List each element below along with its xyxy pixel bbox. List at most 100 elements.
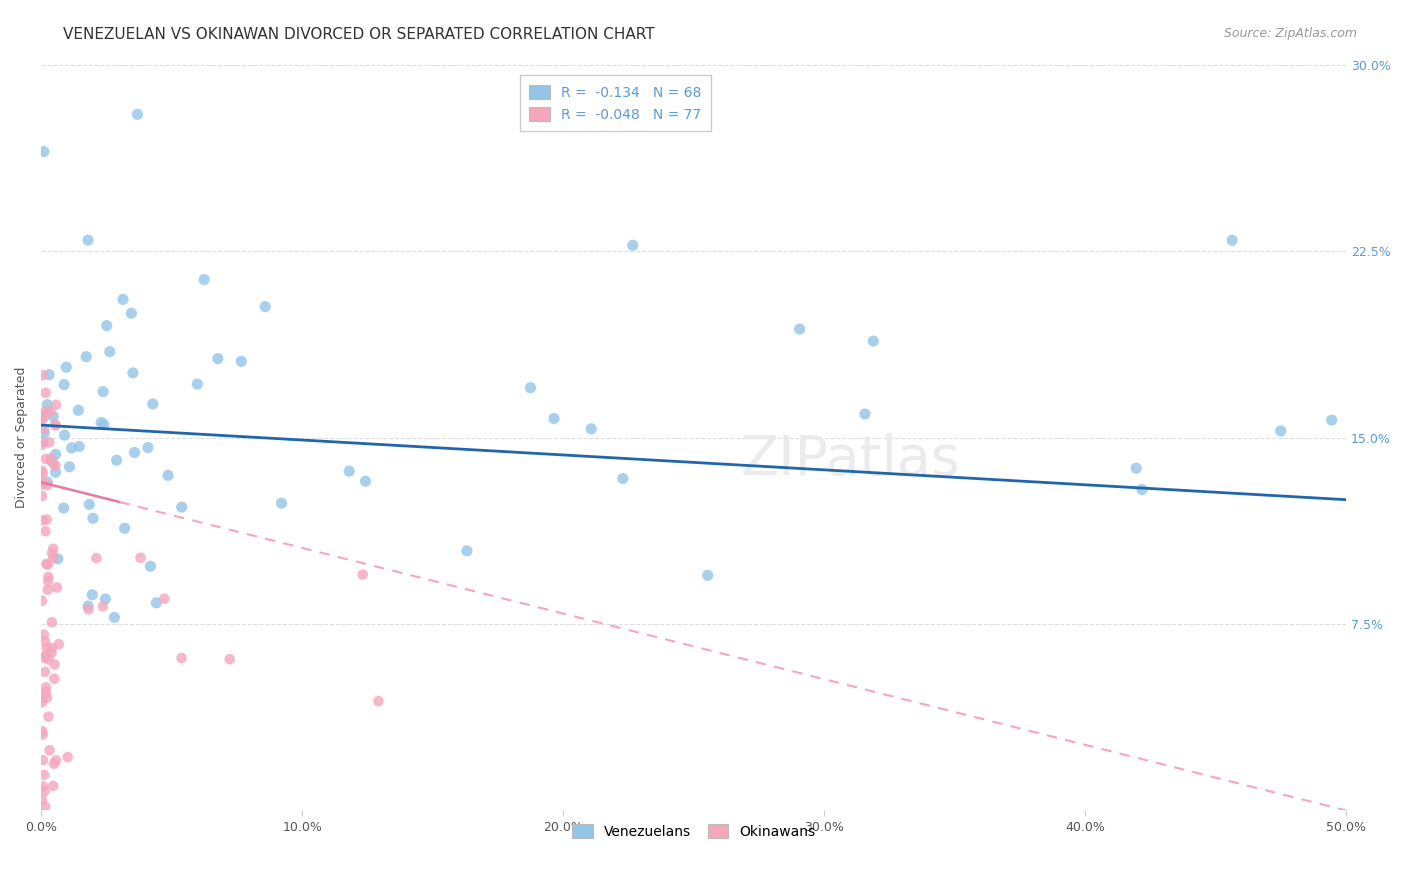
Point bbox=[31, 437, 53, 451]
Point bbox=[1125, 461, 1147, 475]
Point bbox=[37, 574, 59, 588]
Point bbox=[31, 793, 53, 807]
Point bbox=[45, 418, 67, 433]
Point bbox=[35, 557, 58, 571]
Point bbox=[157, 468, 180, 483]
Point bbox=[114, 521, 136, 535]
Text: Source: ZipAtlas.com: Source: ZipAtlas.com bbox=[1223, 27, 1357, 40]
Point bbox=[853, 407, 876, 421]
Point bbox=[42, 551, 65, 566]
Point bbox=[34, 784, 56, 798]
Point bbox=[105, 453, 128, 467]
Point bbox=[38, 368, 60, 382]
Point bbox=[1220, 233, 1243, 247]
Point bbox=[31, 477, 53, 491]
Point bbox=[31, 474, 53, 488]
Point bbox=[75, 350, 97, 364]
Point bbox=[31, 412, 53, 426]
Point bbox=[34, 665, 56, 679]
Point bbox=[77, 602, 100, 616]
Point bbox=[39, 451, 62, 466]
Point bbox=[45, 398, 67, 412]
Point bbox=[35, 685, 58, 699]
Point bbox=[37, 558, 59, 572]
Point bbox=[45, 465, 67, 479]
Point bbox=[34, 799, 56, 814]
Point bbox=[621, 238, 644, 252]
Point bbox=[31, 728, 53, 742]
Point bbox=[41, 615, 63, 630]
Point bbox=[94, 592, 117, 607]
Point bbox=[32, 145, 55, 159]
Point bbox=[34, 385, 56, 400]
Point bbox=[124, 445, 146, 459]
Point bbox=[86, 551, 108, 566]
Point bbox=[42, 457, 65, 471]
Point bbox=[862, 334, 884, 348]
Point bbox=[67, 440, 90, 454]
Point bbox=[67, 403, 90, 417]
Point bbox=[35, 640, 58, 655]
Point bbox=[1320, 413, 1343, 427]
Point bbox=[31, 695, 53, 709]
Point bbox=[82, 588, 104, 602]
Point bbox=[90, 416, 112, 430]
Point bbox=[37, 709, 59, 723]
Point bbox=[32, 780, 55, 794]
Point bbox=[38, 652, 60, 666]
Point bbox=[79, 497, 101, 511]
Point bbox=[153, 591, 176, 606]
Point bbox=[96, 318, 118, 333]
Point bbox=[31, 467, 53, 481]
Point bbox=[32, 421, 55, 435]
Point bbox=[38, 743, 60, 757]
Point bbox=[142, 397, 165, 411]
Point bbox=[35, 403, 58, 417]
Point bbox=[31, 489, 53, 503]
Point bbox=[53, 377, 76, 392]
Point bbox=[60, 441, 83, 455]
Point bbox=[31, 464, 53, 478]
Text: VENEZUELAN VS OKINAWAN DIVORCED OR SEPARATED CORRELATION CHART: VENEZUELAN VS OKINAWAN DIVORCED OR SEPAR… bbox=[63, 27, 655, 42]
Point bbox=[34, 425, 56, 440]
Point bbox=[37, 478, 59, 492]
Point bbox=[31, 368, 53, 383]
Point bbox=[52, 500, 75, 515]
Point bbox=[270, 496, 292, 510]
Point bbox=[39, 406, 62, 420]
Point bbox=[354, 474, 377, 488]
Point bbox=[120, 306, 142, 320]
Point bbox=[581, 422, 603, 436]
Point bbox=[91, 599, 114, 614]
Point bbox=[170, 500, 193, 515]
Point bbox=[103, 610, 125, 624]
Y-axis label: Divorced or Separated: Divorced or Separated bbox=[15, 367, 28, 508]
Point bbox=[35, 452, 58, 467]
Point bbox=[543, 411, 565, 425]
Point bbox=[367, 694, 389, 708]
Point bbox=[127, 107, 149, 121]
Point bbox=[42, 756, 65, 771]
Point bbox=[193, 273, 215, 287]
Point bbox=[122, 366, 145, 380]
Point bbox=[41, 646, 63, 660]
Point bbox=[34, 524, 56, 539]
Point bbox=[41, 640, 63, 655]
Point bbox=[352, 567, 374, 582]
Point bbox=[38, 435, 60, 450]
Point bbox=[42, 409, 65, 424]
Point bbox=[32, 627, 55, 641]
Point bbox=[139, 559, 162, 574]
Point bbox=[32, 435, 55, 450]
Point bbox=[58, 459, 80, 474]
Text: ZIPatlas: ZIPatlas bbox=[741, 433, 960, 487]
Point bbox=[129, 550, 152, 565]
Point bbox=[612, 471, 634, 485]
Point bbox=[44, 458, 66, 473]
Point bbox=[34, 648, 56, 663]
Point bbox=[32, 409, 55, 424]
Point bbox=[31, 594, 53, 608]
Point bbox=[254, 300, 277, 314]
Point bbox=[35, 690, 58, 705]
Point bbox=[170, 651, 193, 665]
